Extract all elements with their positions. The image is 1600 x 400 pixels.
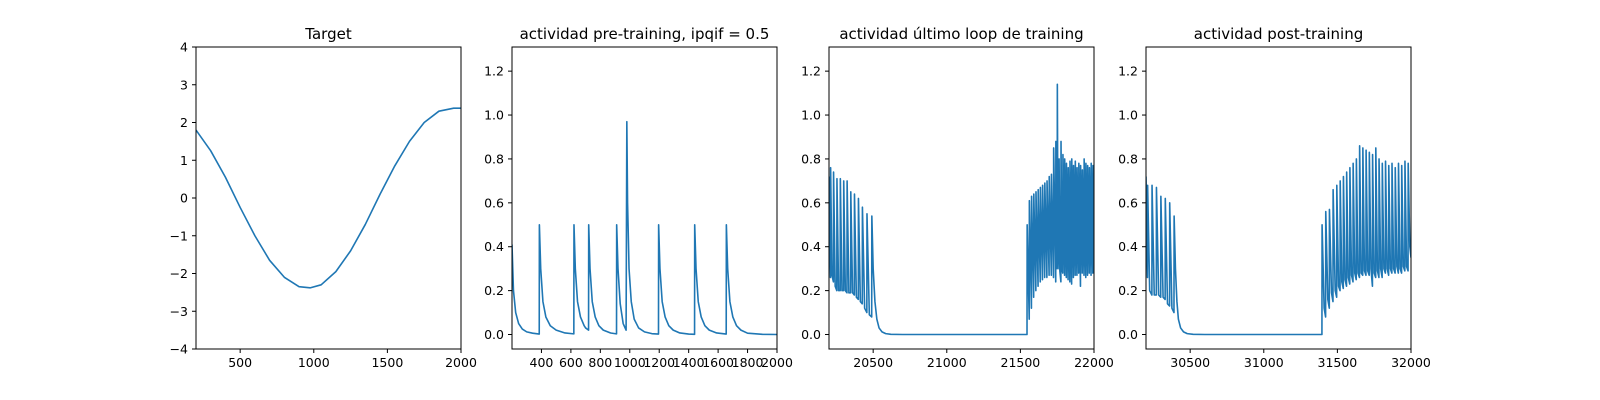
y-tick-label: 4 — [180, 40, 188, 55]
y-tick-label: 0.4 — [1118, 239, 1138, 254]
chart-title: Target — [304, 25, 352, 43]
x-tick-label: 1600 — [702, 355, 734, 370]
x-tick-label: 1000 — [298, 355, 330, 370]
y-tick-label: 1.2 — [484, 64, 504, 79]
y-tick-label: −1 — [170, 228, 188, 243]
x-tick-label: 2000 — [445, 355, 477, 370]
x-tick-label: 600 — [559, 355, 583, 370]
y-tick-label: 0.0 — [484, 327, 504, 342]
subplot-last-training-loop: 20500 21000 21500 22000 0.0 0.2 0.4 0.6 0.8 1.0 1.… — [801, 25, 1114, 370]
y-tick-label: −3 — [170, 304, 188, 319]
y-tick-label: 0.2 — [801, 283, 821, 298]
x-tick-label: 31500 — [1318, 355, 1358, 370]
y-tick-label: 1.2 — [1118, 64, 1138, 79]
x-tick-label: 1800 — [732, 355, 764, 370]
y-tick-label: 0.6 — [1118, 195, 1138, 210]
y-tick-label: 1.0 — [1118, 108, 1138, 123]
x-tick-label: 21000 — [927, 355, 967, 370]
y-tick-label: 0.6 — [801, 195, 821, 210]
chart-title: actividad post-training — [1194, 25, 1363, 43]
x-tick-label: 21500 — [1001, 355, 1041, 370]
axes-frame — [1145, 46, 1412, 350]
x-tick-label: 1000 — [614, 355, 646, 370]
y-tick-label: 0.2 — [1118, 283, 1138, 298]
y-tick-label: 2 — [180, 115, 188, 130]
y-tick-label: 1.0 — [801, 108, 821, 123]
chart-title: actividad pre-training, ipqif = 0.5 — [520, 25, 770, 43]
y-tick-label: 0.8 — [1118, 151, 1138, 166]
y-tick-label: 0.8 — [484, 151, 504, 166]
series-line — [829, 83, 1094, 336]
series-line — [1146, 144, 1411, 336]
x-tick-label: 1200 — [643, 355, 675, 370]
y-tick-label: 0.4 — [801, 239, 821, 254]
x-tick-label: 500 — [228, 355, 252, 370]
x-tick-label: 20500 — [853, 355, 893, 370]
x-tick-label: 30500 — [1170, 355, 1210, 370]
x-tick-label: 2000 — [761, 355, 793, 370]
y-tick-label: 1.0 — [484, 108, 504, 123]
x-tick-label: 800 — [588, 355, 612, 370]
x-tick-label: 1500 — [371, 355, 403, 370]
y-tick-label: 1.2 — [801, 64, 821, 79]
y-tick-label: 0.0 — [801, 327, 821, 342]
x-tick-label: 22000 — [1074, 355, 1114, 370]
subplot-target: 500 1000 1500 2000 −4 −3 −2 −1 0 1 2 3 4 Target — [170, 25, 477, 370]
series-line — [512, 120, 777, 336]
x-tick-label: 400 — [530, 355, 554, 370]
subplot-post-training: 30500 31000 31500 32000 0.0 0.2 0.4 0.6 0.8 1.0 1.… — [1118, 25, 1431, 370]
y-tick-label: 0.2 — [484, 283, 504, 298]
y-tick-label: 0 — [180, 191, 188, 206]
y-tick-label: 0.4 — [484, 239, 504, 254]
x-tick-label: 32000 — [1391, 355, 1431, 370]
y-tick-label: −4 — [170, 342, 188, 357]
chart-title: actividad último loop de training — [839, 25, 1083, 43]
x-tick-label: 1400 — [673, 355, 705, 370]
axes-frame — [828, 46, 1095, 350]
y-tick-label: 1 — [180, 153, 188, 168]
y-tick-label: 0.8 — [801, 151, 821, 166]
x-tick-label: 31000 — [1244, 355, 1284, 370]
y-tick-label: 0.6 — [484, 195, 504, 210]
series-line — [196, 107, 461, 289]
axes-frame — [511, 46, 778, 350]
y-tick-label: 3 — [180, 77, 188, 92]
y-tick-label: 0.0 — [1118, 327, 1138, 342]
y-tick-label: −2 — [170, 266, 188, 281]
